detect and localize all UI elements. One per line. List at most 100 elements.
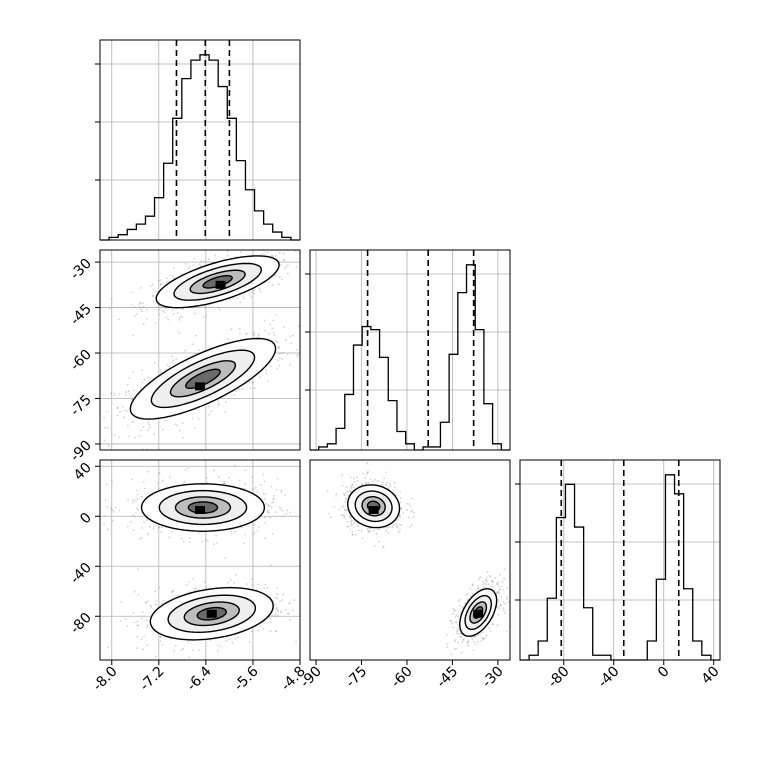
scatter-p2-p1-cluster-0-point: [351, 530, 354, 533]
scatter-p1-p0-cluster-1-point: [131, 397, 134, 400]
scatter-p2-p1-cluster-1-contour-1: [464, 594, 492, 631]
scatter-p2-p1-cluster-1-point: [466, 642, 469, 645]
scatter-p1-p0-cluster-0-point: [295, 266, 298, 268]
scatter-p2-p1-cluster-1-point: [503, 568, 506, 571]
scatter-p2-p0-cluster-0-point: [135, 512, 137, 514]
scatter-p2-p1-cluster-1-point: [500, 596, 503, 599]
scatter-p2-p1-cluster-1-point: [454, 638, 457, 641]
scatter-p2-p0-cluster-0-point: [272, 501, 275, 503]
scatter-p2-p0-cluster-1-point: [119, 619, 122, 622]
scatter-p1-p0-cluster-0-point: [110, 297, 113, 300]
scatter-p2-p1-cluster-0-point: [345, 486, 348, 489]
hist-p0-bin-19: [273, 232, 282, 240]
scatter-p2-p0-cluster-0-point: [134, 500, 137, 502]
scatter-p1-p0-cluster-1-point: [124, 409, 127, 412]
scatter-p2-p0-cluster-0-point: [141, 495, 143, 498]
scatter-p2-p0-cluster-1-point: [262, 627, 265, 630]
scatter-p2-p0-cluster-1-point: [173, 650, 176, 652]
scatter-p1-p0-ytick-label-1: -45: [67, 301, 94, 328]
scatter-p2-p0-cluster-0-point: [264, 516, 266, 519]
scatter-p1-p0-cluster-1-point: [113, 394, 116, 397]
scatter-p1-p0-cluster-1-point: [172, 359, 175, 362]
scatter-p1-p0-cluster-0-point: [166, 281, 169, 283]
scatter-p1-p0-cluster-1-point: [276, 367, 278, 370]
scatter-p1-p0-cluster-1-point: [124, 394, 127, 396]
scatter-p2-p0-cluster-1-point: [185, 584, 188, 586]
scatter-p2-p1-cluster-1-point: [467, 640, 469, 643]
scatter-p2-p0-cluster-1-point: [279, 600, 281, 603]
scatter-p2-p0-cluster-1-point: [133, 590, 136, 593]
scatter-p1-p0-cluster-1-point: [286, 353, 289, 355]
scatter-p2-p1-cluster-1-point: [473, 640, 475, 643]
scatter-p2-p1-cluster-1-point: [496, 606, 499, 609]
scatter-p2-p0-cluster-1-point: [155, 600, 158, 602]
scatter-p2-p1-cluster-1-point: [452, 626, 454, 629]
scatter-p2-p0-cluster-1-point: [188, 656, 190, 659]
scatter-p2-p0-cluster-1-point: [300, 600, 302, 602]
scatter-p1-p0-cluster-1-point: [103, 416, 106, 419]
scatter-p2-p1-cluster-0-point: [389, 483, 392, 485]
hist-p1-bin-8: [380, 357, 389, 450]
scatter-p2-p0-cluster-1-point: [280, 610, 283, 612]
hist-p2-bin-14: [647, 641, 656, 660]
scatter-p2-p1-cluster-1-point: [507, 601, 510, 604]
scatter-p1-p0-cluster-0-point: [184, 262, 187, 265]
scatter-p1-p0-cluster-0-point: [239, 251, 242, 254]
scatter-p2-p1-cluster-1-point: [503, 577, 506, 580]
scatter-p2-p1-cluster-0-point: [395, 494, 398, 497]
hist-p2-bin-16: [665, 475, 674, 660]
scatter-p2-p1-cluster-0-point: [376, 480, 379, 482]
scatter-p2-p1-cluster-1-point: [450, 620, 452, 622]
scatter-p2-p0-cluster-0-point: [264, 498, 266, 500]
scatter-p2-p1-cluster-1-point: [459, 599, 461, 601]
scatter-p2-p1-cluster-1-point: [504, 602, 507, 605]
scatter-p1-p0-cluster-0-point: [320, 256, 322, 258]
scatter-p1-p0-cluster-1-point: [272, 319, 275, 322]
scatter-p1-p0-cluster-0-point: [201, 246, 203, 248]
scatter-p2-p0-cluster-0-point: [206, 540, 209, 542]
scatter-p2-p0-cluster-0-point: [244, 483, 247, 485]
scatter-p2-p0-ytick-label-0: 40: [71, 460, 95, 484]
hist-p0-bin-7: [164, 163, 173, 240]
scatter-p2-p1-cluster-1-contour-0: [459, 588, 498, 637]
scatter-p1-p0-cluster-0-point: [180, 315, 183, 318]
scatter-p2-p0-cluster-1-point: [277, 614, 279, 617]
scatter-p2-p1-cluster-0-point: [375, 532, 378, 535]
hist-p1-bin-6: [362, 327, 371, 450]
scatter-p2-p1-cluster-0-point: [387, 531, 390, 534]
scatter-p2-p0-cluster-1-point: [137, 593, 140, 596]
scatter-p2-p1-cluster-0-point: [335, 493, 338, 495]
scatter-p2-p1-cluster-0-peak: [368, 506, 379, 514]
scatter-p2-p1-cluster-1-point: [456, 630, 458, 632]
hist-p0-bin-4: [136, 224, 145, 240]
scatter-p1-p0-ytick-label-0: -30: [67, 256, 94, 283]
scatter-p2-p0-cluster-0-point: [240, 526, 243, 529]
scatter-p2-p1-cluster-0-point: [341, 484, 344, 487]
scatter-p1-p0-cluster-1-point: [147, 376, 150, 378]
scatter-p1-p0-cluster-1-point: [277, 346, 279, 349]
scatter-p2-p1-cluster-0-point: [346, 490, 349, 493]
scatter-p2-p1-cluster-1-point: [459, 605, 461, 607]
scatter-p1-p0-cluster-1-point: [282, 351, 285, 354]
scatter-p2-p0-cluster-1-contour-2: [183, 601, 241, 627]
hist-p0-bin-12: [209, 60, 218, 240]
scatter-p1-p0-cluster-0-point: [253, 292, 256, 295]
scatter-p1-p0-cluster-1-point: [249, 387, 252, 390]
scatter-p1-p0-cluster-1-point: [126, 410, 129, 412]
scatter-p2-p1-cluster-1-point: [502, 601, 505, 603]
scatter-p1-p0-cluster-0-point: [173, 267, 175, 269]
scatter-p1-p0-cluster-1-point: [277, 341, 279, 343]
scatter-p1-p0-cluster-0-point: [278, 251, 281, 254]
scatter-p1-p0-cluster-1-point: [278, 357, 281, 359]
scatter-p1-p0-cluster-1-point: [147, 421, 150, 424]
scatter-p2-p1-cluster-0-point: [370, 527, 372, 530]
scatter-p2-p0-cluster-0-point: [251, 476, 254, 479]
scatter-p2-p0-cluster-0-point: [286, 509, 289, 512]
scatter-p2-p0-cluster-1-point: [234, 638, 237, 640]
scatter-p2-p0-cluster-1-point: [107, 646, 109, 648]
scatter-p1-p0-cluster-0-point: [140, 302, 143, 305]
scatter-p2-p1-cluster-1-point: [476, 640, 479, 643]
scatter-p1-p0-cluster-0-point: [165, 277, 168, 280]
scatter-p2-p1-cluster-1-point: [456, 632, 458, 635]
scatter-p2-p1-cluster-1-point: [471, 584, 474, 587]
